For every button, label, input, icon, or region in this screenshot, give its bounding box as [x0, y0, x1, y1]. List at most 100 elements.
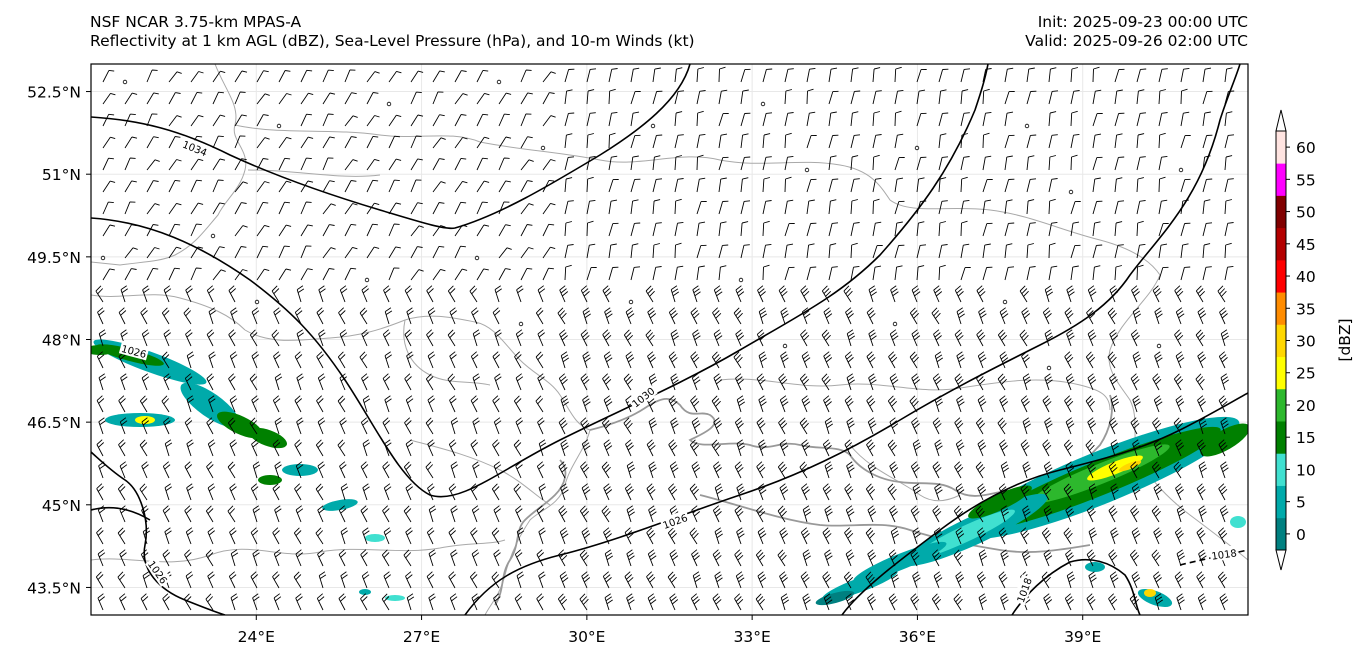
wind-barb	[472, 373, 480, 391]
colorbar-tick-label: 15	[1296, 429, 1316, 447]
wind-barb	[300, 69, 313, 83]
wind-barb	[295, 549, 303, 567]
wind-barb	[1042, 395, 1052, 413]
wind-barb	[426, 329, 434, 347]
wind-barb	[762, 112, 773, 127]
wind-barb	[339, 329, 348, 347]
wind-barb	[560, 351, 570, 369]
reflectivity-cell	[359, 589, 371, 595]
wind-barb	[779, 571, 788, 589]
wind-barb	[272, 483, 281, 501]
wind-barb	[872, 198, 880, 215]
wind-barb	[1218, 483, 1228, 501]
wind-barb	[1110, 395, 1120, 413]
wind-barb	[954, 417, 964, 435]
wind-barb	[910, 461, 920, 479]
wind-barb	[315, 439, 324, 457]
wind-barb	[432, 245, 445, 259]
wind-barb	[410, 246, 423, 259]
wind-barb	[1004, 155, 1013, 171]
wind-barb	[784, 155, 794, 171]
wind-barb	[316, 307, 325, 325]
wind-barb	[652, 134, 663, 149]
wind-barb	[603, 351, 613, 369]
wind-barb	[889, 329, 899, 347]
wind-barb	[960, 220, 968, 237]
wind-barb	[168, 267, 180, 281]
wind-barb	[624, 571, 634, 589]
wind-barb	[1026, 90, 1037, 105]
wind-barb	[382, 373, 391, 391]
wind-barb	[1158, 89, 1167, 105]
wind-barb	[800, 285, 810, 303]
wind-barb	[454, 137, 468, 149]
wind-barb	[757, 483, 767, 501]
wind-barb	[1220, 329, 1230, 347]
wind-barb	[322, 69, 334, 83]
wind-barb	[1022, 505, 1031, 523]
wind-barb	[383, 483, 392, 501]
wind-barb	[315, 527, 324, 545]
calm-wind-marker	[1024, 123, 1030, 129]
wind-barb	[579, 549, 589, 567]
calm-wind-marker	[892, 321, 898, 327]
wind-barb	[976, 571, 986, 589]
colorbar-segment	[1276, 388, 1286, 422]
wind-barb	[514, 549, 523, 567]
wind-barb	[1108, 417, 1118, 435]
wind-barb	[317, 417, 326, 435]
wind-barb	[938, 200, 948, 215]
wind-barb	[537, 285, 546, 303]
wind-barb	[669, 593, 679, 611]
wind-barb	[1063, 483, 1073, 501]
wind-barb	[558, 549, 568, 567]
wind-barb	[494, 285, 502, 303]
wind-barb	[405, 571, 413, 589]
wind-barb	[740, 200, 751, 215]
wind-barb	[322, 247, 336, 259]
wind-barb	[520, 136, 533, 149]
wind-barb	[366, 92, 379, 105]
wind-barb	[1066, 285, 1075, 303]
wind-barb	[828, 111, 837, 127]
wind-barb	[1066, 571, 1076, 589]
wind-barb	[1218, 527, 1228, 545]
wind-barb	[493, 461, 502, 479]
wind-barb	[872, 154, 880, 171]
wind-barb	[1132, 351, 1141, 369]
wind-barb	[300, 180, 314, 193]
isobar-label: 1018	[1211, 548, 1238, 562]
wind-barb	[119, 417, 128, 435]
wind-barb	[96, 395, 105, 413]
wind-barb	[623, 329, 634, 347]
wind-barb	[520, 113, 532, 127]
wind-barb	[432, 202, 445, 215]
wind-barb	[119, 549, 127, 567]
wind-barb	[784, 176, 792, 193]
wind-barb	[340, 527, 348, 545]
colorbar-segment	[1276, 227, 1286, 261]
wind-barb	[801, 351, 811, 369]
wind-barb	[426, 527, 435, 545]
wind-barb	[344, 159, 358, 171]
wind-barb	[586, 68, 597, 83]
wind-barb	[1109, 329, 1119, 347]
wind-barb	[1107, 307, 1117, 325]
wind-barb	[432, 137, 446, 149]
wind-barb	[1004, 222, 1015, 237]
wind-barb	[405, 439, 414, 457]
wind-barb	[850, 242, 858, 259]
calm-wind-marker	[496, 79, 502, 85]
wind-barb	[845, 549, 855, 567]
wind-barb	[1004, 243, 1013, 259]
reflectivity-fill	[91, 339, 1248, 608]
colorbar-segment	[1276, 131, 1286, 164]
wind-barb	[668, 307, 678, 325]
wind-barb	[383, 527, 392, 545]
wind-barb	[228, 329, 236, 347]
wind-barb	[516, 527, 525, 545]
wind-barb	[889, 373, 899, 391]
wind-barb	[894, 221, 903, 237]
wind-barb	[406, 351, 414, 369]
wind-barb	[1132, 395, 1141, 413]
